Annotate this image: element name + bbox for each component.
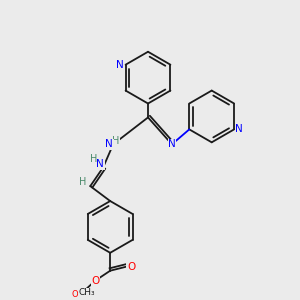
Text: N: N — [105, 139, 113, 149]
Text: N: N — [168, 139, 176, 149]
Text: N: N — [235, 124, 243, 134]
Text: N: N — [96, 159, 104, 169]
Text: CH₃: CH₃ — [78, 288, 95, 297]
Text: N: N — [116, 60, 124, 70]
Text: H: H — [79, 177, 86, 187]
Text: H: H — [90, 154, 97, 164]
Text: O: O — [127, 262, 135, 272]
Text: O: O — [71, 290, 78, 299]
Text: H: H — [112, 136, 120, 146]
Text: O: O — [91, 276, 99, 286]
